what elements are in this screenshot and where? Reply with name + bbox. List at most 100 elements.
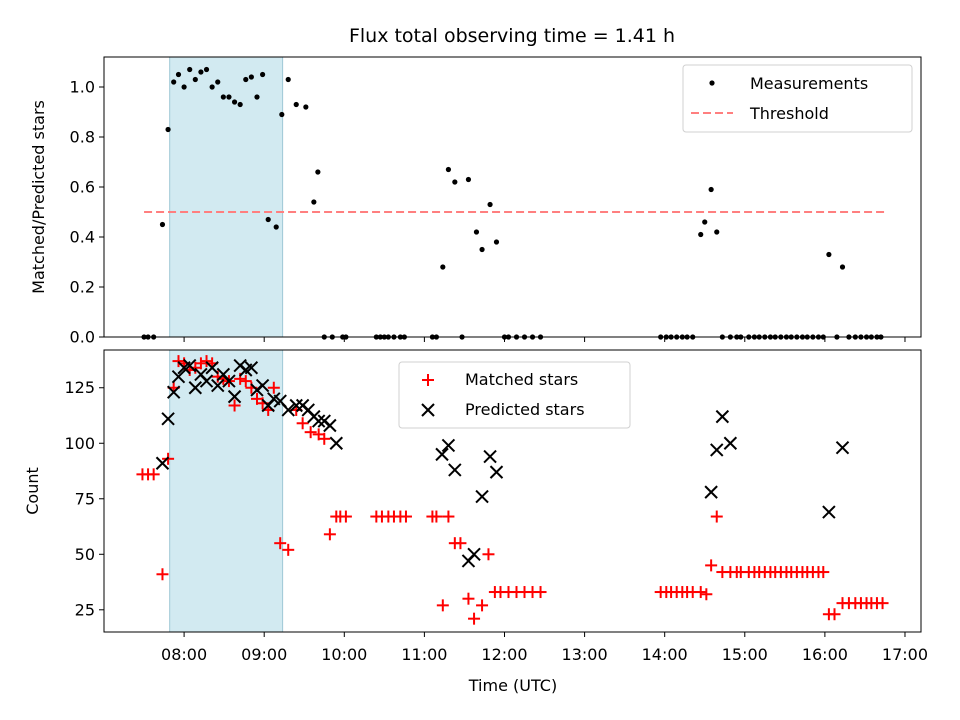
matched-star-point: [200, 355, 213, 368]
predicted-star-point: [710, 443, 724, 457]
bottom-ytick-label: 50: [75, 545, 95, 564]
predicted-star-point: [222, 374, 236, 388]
top-ytick-label: 0.0: [70, 328, 95, 347]
top-legend-box: [682, 64, 913, 133]
measurement-point: [209, 84, 215, 90]
measurement-point: [839, 264, 846, 270]
predicted-star-point: [467, 547, 481, 561]
matched-stars-points: [136, 355, 889, 625]
measurement-point: [465, 176, 472, 183]
measurement-point: [165, 126, 171, 133]
measurement-point: [243, 76, 249, 83]
matched-star-point: [172, 355, 185, 368]
measurement-point: [259, 71, 266, 78]
matched-star-point: [462, 592, 475, 605]
matched-star-point: [318, 432, 331, 445]
predicted-star-point: [835, 440, 850, 455]
xtick-label: 17:00: [882, 645, 928, 664]
xtick-label: 10:00: [321, 645, 367, 664]
matched-star-point: [304, 426, 317, 439]
xtick-label: 08:00: [161, 645, 207, 664]
measurement-point: [273, 224, 279, 230]
matched-star-point: [267, 381, 280, 394]
matched-star-point: [442, 510, 455, 523]
matched-star-point: [468, 612, 481, 625]
measurement-point: [248, 74, 254, 80]
predicted-star-point: [199, 374, 214, 388]
bottom-x-axis: 08:00 09:00 10:00 11:00 12:00 13:00 14:00 15:00…: [161, 632, 928, 664]
bottom-legend: Matched stars Predicted stars: [398, 361, 631, 429]
predicted-star-point: [723, 436, 738, 450]
legend-predicted-label: Predicted stars: [465, 400, 585, 419]
bottom-panel: 25 50 75 100 125 08:00 09:00 10:00 11:00 12:00 13…: [23, 349, 928, 695]
measurement-point: [215, 79, 221, 85]
predicted-star-point: [822, 505, 836, 519]
top-ytick-label: 0.8: [70, 128, 95, 147]
matched-star-point: [482, 548, 495, 561]
measurement-point: [265, 216, 271, 223]
bottom-ytick-label: 125: [64, 378, 95, 397]
predicted-star-point: [171, 369, 186, 384]
predicted-star-point: [166, 385, 181, 399]
top-y-axis-label: Matched/Predicted stars: [29, 100, 48, 294]
measurement-point: [220, 94, 226, 100]
predicted-star-point: [182, 358, 197, 373]
xtick-label: 14:00: [642, 645, 688, 664]
bottom-ytick-label: 100: [64, 434, 95, 453]
predicted-star-point: [704, 485, 718, 499]
measurement-point: [493, 239, 500, 245]
predicted-star-point: [155, 456, 170, 470]
bottom-y-axis-label: Count: [23, 467, 42, 515]
measurement-point: [159, 221, 166, 228]
chart-title: Flux total observing time = 1.41 h: [349, 25, 675, 47]
matched-star-point: [296, 417, 309, 430]
xtick-label: 16:00: [802, 645, 848, 664]
matched-star-point: [705, 559, 718, 572]
matched-star-point: [700, 588, 713, 601]
matched-star-point: [876, 597, 889, 610]
top-ytick-label: 1.0: [70, 78, 95, 97]
bottom-legend-box: [398, 361, 631, 429]
legend-predicted-marker: [421, 403, 435, 417]
measurement-point: [445, 166, 452, 173]
xtick-label: 13:00: [562, 645, 608, 664]
measurement-point: [293, 101, 299, 108]
matched-star-point: [323, 528, 336, 541]
measurement-point: [226, 94, 232, 100]
measurement-point: [303, 104, 309, 110]
measurement-point: [279, 111, 285, 118]
predicted-star-point: [489, 465, 504, 479]
measurement-point: [487, 201, 493, 208]
measurement-point: [708, 186, 714, 193]
predicted-star-point: [281, 403, 295, 417]
predicted-star-point: [255, 378, 270, 393]
top-ytick-label: 0.4: [70, 228, 95, 247]
top-x-axis: [183, 337, 906, 342]
bottom-ytick-label: 25: [75, 600, 95, 619]
predicted-star-point: [715, 409, 730, 424]
matched-star-point: [239, 375, 252, 388]
measurement-point: [171, 79, 177, 85]
measurement-point: [175, 71, 182, 78]
measurement-point: [254, 94, 260, 100]
predicted-star-point: [311, 414, 326, 428]
top-legend: Measurements Threshold: [682, 64, 913, 133]
measurement-point: [473, 229, 480, 235]
predicted-star-point: [475, 489, 489, 504]
measurement-point: [714, 229, 720, 235]
matched-star-point: [817, 566, 830, 579]
matched-star-point: [454, 537, 467, 550]
measurement-point: [187, 66, 193, 73]
predicted-star-point: [323, 418, 337, 433]
legend-measurements-marker: [709, 80, 715, 86]
legend-matched-label: Matched stars: [465, 370, 578, 389]
xtick-label: 11:00: [401, 645, 447, 664]
bottom-y-axis: 25 50 75 100 125: [64, 378, 104, 619]
matched-star-point: [399, 510, 412, 523]
predicted-stars-points: [155, 358, 850, 568]
observing-window-shade-top: [169, 56, 284, 338]
matched-star-point: [534, 586, 547, 599]
matched-star-point: [274, 537, 287, 550]
measurement-point: [192, 76, 198, 83]
xtick-label: 12:00: [481, 645, 527, 664]
